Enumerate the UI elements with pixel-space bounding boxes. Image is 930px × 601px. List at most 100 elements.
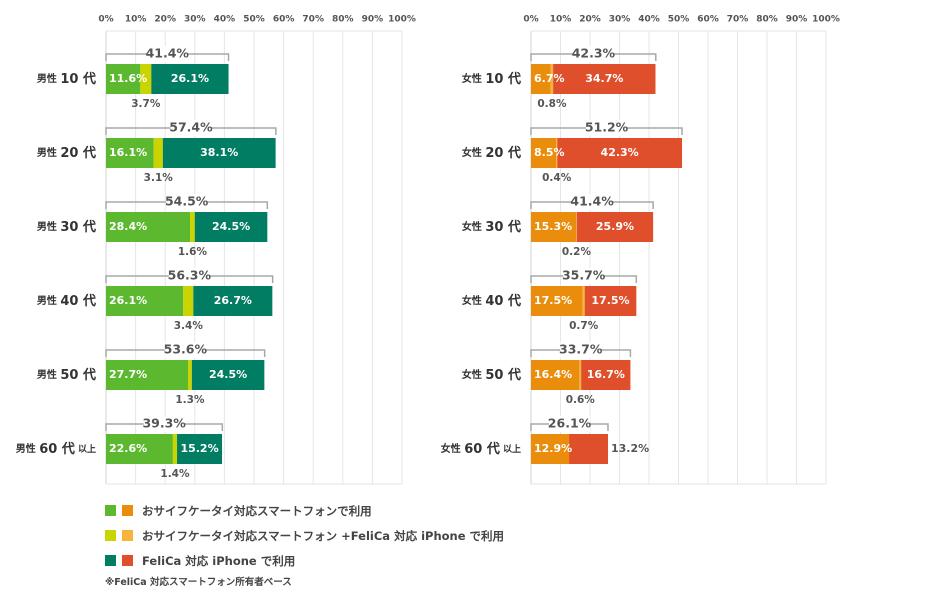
male-label-middle: 1.4% <box>160 468 190 480</box>
female-total-label: 42.3% <box>572 46 616 61</box>
male-label-middle: 3.4% <box>174 320 204 332</box>
female-total-label-bg <box>572 46 614 62</box>
legend-item-osaifu: おサイフケータイ対応スマートフォンで利用 <box>105 498 504 523</box>
legend-label-both: おサイフケータイ対応スマートフォン +FeliCa 対応 iPhone で利用 <box>142 528 505 543</box>
female-bar-segment-2 <box>550 64 554 94</box>
legend-item-both: おサイフケータイ対応スマートフォン +FeliCa 対応 iPhone で利用 <box>105 523 504 548</box>
female-total-label-bg <box>586 120 628 136</box>
female-label-middle: 0.4% <box>542 172 572 184</box>
legend-label-osaifu: おサイフケータイ対応スマートフォンで利用 <box>142 503 372 518</box>
female-tick-label: 40% <box>638 15 660 25</box>
male-tick-label: 50% <box>243 15 265 25</box>
male-bar-segment-1 <box>106 286 184 316</box>
female-label-last: 25.9% <box>596 220 634 233</box>
male-tick-label: 20% <box>154 15 176 25</box>
female-label-middle: 0.8% <box>537 98 567 110</box>
male-label-middle: 3.7% <box>131 98 161 110</box>
female-bar-segment-3 <box>581 360 631 390</box>
male-bar-segment-1 <box>106 212 191 242</box>
male-label-first: 11.6% <box>109 72 147 85</box>
male-label-first: 16.1% <box>109 146 147 159</box>
female-total-label: 26.1% <box>548 416 592 431</box>
female-tick-label: 10% <box>550 15 572 25</box>
male-tick-label: 0% <box>98 15 113 25</box>
female-label-last: 42.3% <box>601 146 639 159</box>
male-total-label-bg <box>164 342 206 358</box>
male-label-last: 38.1% <box>200 146 238 159</box>
female-bar-segment-2 <box>579 360 582 390</box>
male-bar-segment-1 <box>106 434 173 464</box>
female-label-first: 6.7% <box>534 72 565 85</box>
female-total-label: 41.4% <box>570 194 614 209</box>
male-label-last: 26.7% <box>214 294 252 307</box>
female-bar-segment-2 <box>556 138 558 168</box>
legend: おサイフケータイ対応スマートフォンで利用 おサイフケータイ対応スマートフォン +… <box>105 498 504 573</box>
female-category-label: 女性 10 代 <box>462 71 521 87</box>
female-bar-segment-1 <box>531 434 570 464</box>
female-tick-label: 20% <box>579 15 601 25</box>
male-label-last: 24.5% <box>209 368 247 381</box>
male-tick-label: 30% <box>184 15 206 25</box>
female-bar-segment-3 <box>584 286 637 316</box>
male-tick-label: 60% <box>273 15 295 25</box>
male-label-first: 28.4% <box>109 220 147 233</box>
male-total-label: 53.6% <box>164 342 208 357</box>
male-total-label-bg <box>143 416 185 432</box>
female-bar-segment-3 <box>569 434 608 464</box>
male-category-label: 男性 10 代 <box>37 71 96 87</box>
male-label-last: 24.5% <box>212 220 250 233</box>
female-tick-label: 90% <box>786 15 808 25</box>
female-label-middle: 0.6% <box>566 394 596 406</box>
legend-swatch-female-both <box>122 530 133 541</box>
female-tick-label: 70% <box>727 15 749 25</box>
male-label-middle: 1.6% <box>178 246 208 258</box>
legend-swatch-male-osaifu <box>105 505 116 516</box>
male-tick-label: 100% <box>388 15 416 25</box>
male-label-first: 27.7% <box>109 368 147 381</box>
footnote: ※FeliCa 対応スマートフォン所有者ベース <box>105 577 292 588</box>
female-category-label: 女性 60 代 以上 <box>441 441 521 457</box>
male-total-label: 57.4% <box>169 120 213 135</box>
male-total-label: 56.3% <box>168 268 212 283</box>
female-total-label: 35.7% <box>562 268 606 283</box>
male-tick-label: 40% <box>214 15 236 25</box>
male-category-label: 男性 40 代 <box>37 293 96 309</box>
male-bar-segment-3 <box>193 286 273 316</box>
female-total-label: 51.2% <box>585 120 629 135</box>
female-label-first: 15.3% <box>534 220 572 233</box>
male-total-label-bg <box>166 194 208 210</box>
male-tick-label: 90% <box>362 15 384 25</box>
legend-swatch-female-iphone <box>122 555 133 566</box>
male-total-label: 41.4% <box>146 46 190 61</box>
male-label-last: 15.2% <box>180 442 218 455</box>
female-label-last: 17.5% <box>591 294 629 307</box>
female-category-label: 女性 20 代 <box>462 145 521 161</box>
male-bar-segment-1 <box>106 138 154 168</box>
male-tick-label: 70% <box>302 15 324 25</box>
male-category-label: 男性 20 代 <box>37 145 96 161</box>
male-bar-segment-3 <box>191 360 265 390</box>
female-label-first: 17.5% <box>534 294 572 307</box>
male-total-label: 54.5% <box>165 194 209 209</box>
male-total-label: 39.3% <box>142 416 186 431</box>
male-label-first: 26.1% <box>109 294 147 307</box>
male-category-label: 男性 30 代 <box>37 219 96 235</box>
male-bar-segment-1 <box>106 360 188 390</box>
legend-swatch-male-both <box>105 530 116 541</box>
female-total-label-bg <box>571 194 613 210</box>
female-bar-segment-1 <box>531 212 577 242</box>
female-label-first: 8.5% <box>534 146 565 159</box>
male-category-label: 男性 60 代 以上 <box>16 441 96 457</box>
male-bar-segment-3 <box>194 212 268 242</box>
female-bar-segment-2 <box>576 212 577 242</box>
male-bar-segment-1 <box>106 64 141 94</box>
legend-label-iphone: FeliCa 対応 iPhone で利用 <box>142 553 296 568</box>
male-total-label-bg <box>170 120 212 136</box>
legend-item-iphone: FeliCa 対応 iPhone で利用 <box>105 548 504 573</box>
male-bar-segment-3 <box>177 434 223 464</box>
male-bar-segment-2 <box>187 360 192 390</box>
female-bar-segment-1 <box>531 360 580 390</box>
female-total-label-bg <box>548 416 590 432</box>
male-bar-segment-2 <box>153 138 163 168</box>
